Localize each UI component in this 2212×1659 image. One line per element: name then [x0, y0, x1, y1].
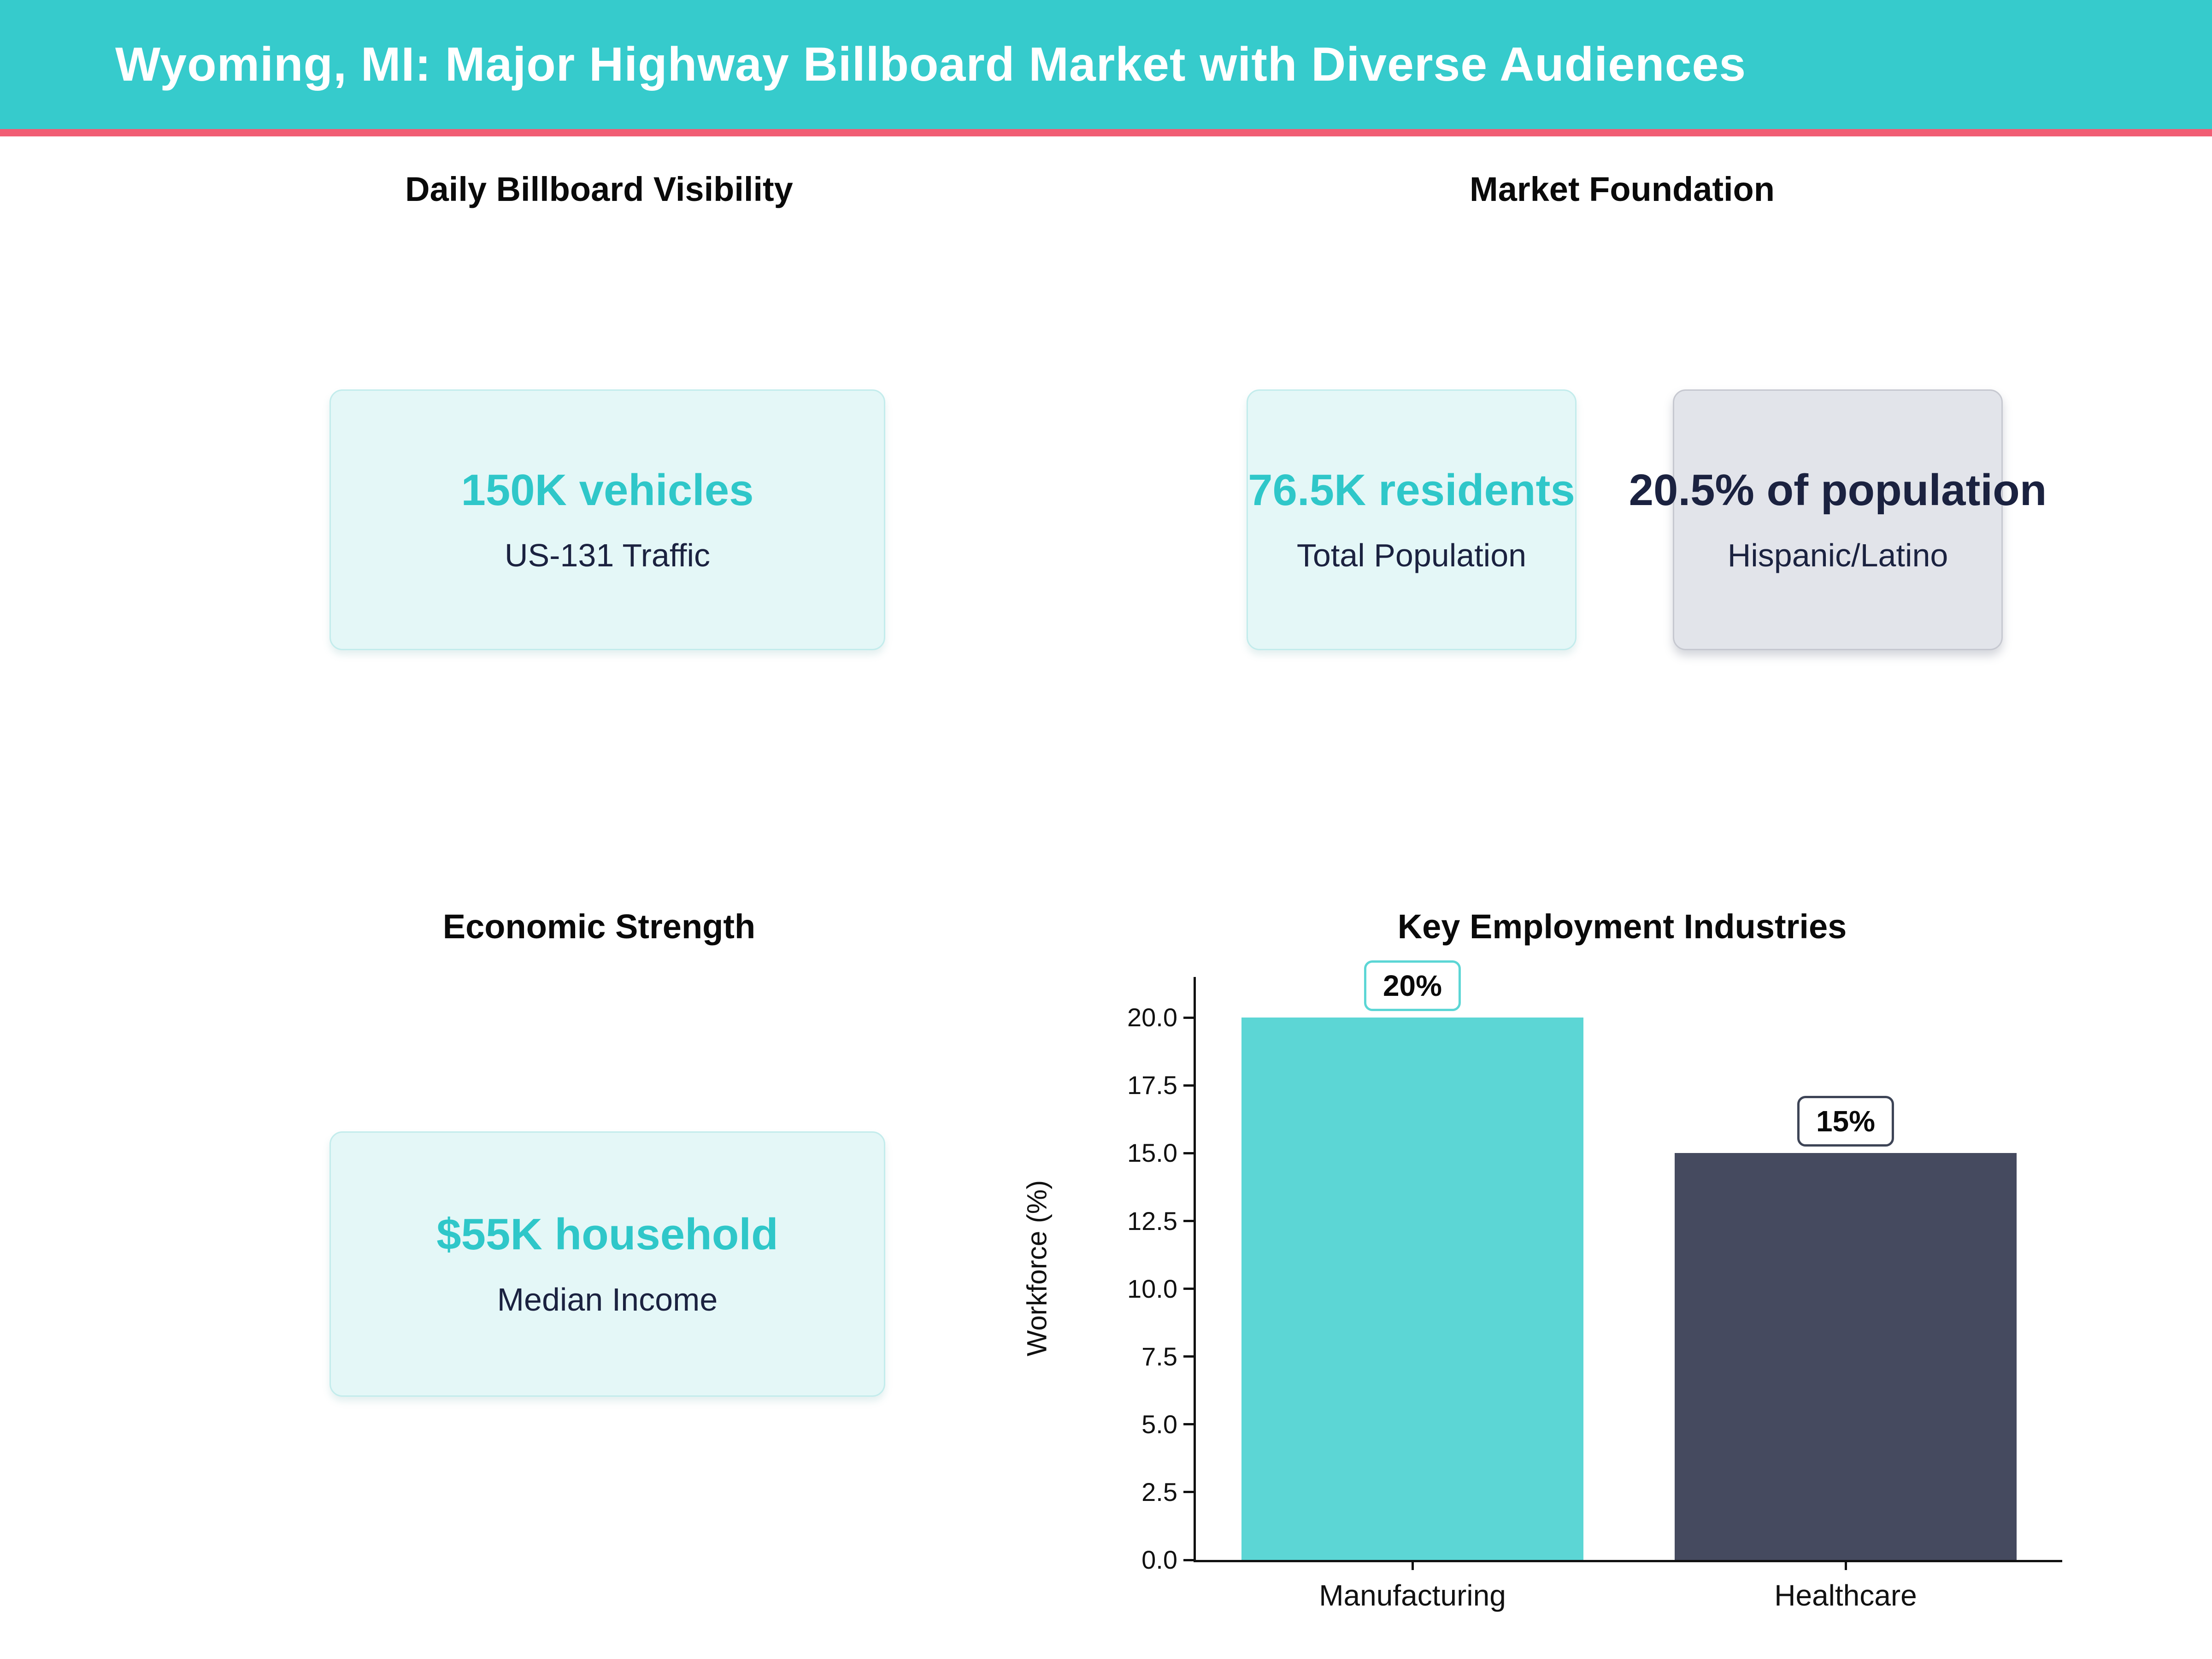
page-title: Wyoming, MI: Major Highway Billboard Mar…	[115, 37, 1747, 91]
x-axis-label-healthcare: Healthcare	[1774, 1579, 1917, 1612]
y-axis-tick-label: 17.5	[1127, 1071, 1177, 1100]
y-axis-tick-mark	[1183, 1288, 1194, 1290]
y-axis-tick-mark	[1183, 1491, 1194, 1494]
y-axis-tick-label: 15.0	[1127, 1138, 1177, 1168]
y-axis-tick-mark	[1183, 1559, 1194, 1561]
y-axis-tick-label: 2.5	[1141, 1477, 1177, 1506]
stat-label-median-income: Median Income	[497, 1282, 718, 1318]
y-axis-tick-label: 0.0	[1141, 1545, 1177, 1574]
y-axis-tick-label: 12.5	[1127, 1206, 1177, 1235]
stat-card-total-population: 76.5K residents Total Population	[1247, 389, 1577, 650]
bar-healthcare	[1674, 1153, 2017, 1560]
y-axis-tick-mark	[1183, 1084, 1194, 1087]
y-axis-tick-mark	[1183, 1152, 1194, 1154]
bar-manufacturing	[1241, 1018, 1584, 1560]
header-banner: Wyoming, MI: Major Highway Billboard Mar…	[0, 0, 2212, 129]
section-title-key-employment-industries: Key Employment Industries	[1397, 907, 1847, 946]
y-axis-tick-label: 5.0	[1141, 1409, 1177, 1439]
stat-card-median-income: $55K household Median Income	[329, 1131, 885, 1397]
bar-chart-y-axis-label: Workforce (%)	[1021, 1180, 1053, 1357]
bar-chart-plot: 0.0 2.5 5.0 7.5 10.0 12.5 15.0 17.5 20.0 Manufact…	[1127, 960, 2062, 1612]
y-axis-tick-label: 10.0	[1127, 1274, 1177, 1303]
section-title-market-foundation: Market Foundation	[1470, 170, 1775, 208]
stat-value-vehicles: 150K vehicles	[461, 465, 754, 515]
stat-value-household-income: $55K household	[436, 1210, 778, 1259]
y-axis-tick-label: 7.5	[1141, 1341, 1177, 1371]
y-axis-tick-mark	[1183, 1220, 1194, 1223]
stat-label-us131-traffic: US-131 Traffic	[504, 537, 711, 573]
stat-card-hispanic-latino: 20.5% of population Hispanic/Latino	[1629, 389, 2047, 650]
bar-value-label-healthcare: 15%	[1797, 1096, 1894, 1147]
stat-label-total-population: Total Population	[1296, 537, 1527, 573]
section-title-economic-strength: Economic Strength	[442, 907, 756, 946]
header-accent-bar	[0, 129, 2212, 136]
section-title-daily-billboard-visibility: Daily Billboard Visibility	[405, 170, 793, 208]
stat-label-hispanic-latino: Hispanic/Latino	[1727, 537, 1948, 573]
x-axis-label-manufacturing: Manufacturing	[1319, 1579, 1506, 1612]
x-axis-tick-mark	[1411, 1560, 1414, 1570]
bar-value-label-manufacturing: 20%	[1364, 960, 1461, 1012]
x-axis-tick-mark	[1844, 1560, 1847, 1570]
stat-value-hispanic-share: 20.5% of population	[1629, 465, 2047, 515]
y-axis-tick-mark	[1183, 1016, 1194, 1019]
stat-card-us131-traffic: 150K vehicles US-131 Traffic	[329, 389, 885, 650]
y-axis-tick-mark	[1183, 1355, 1194, 1358]
y-axis-tick-label: 20.0	[1127, 1003, 1177, 1032]
stat-value-residents: 76.5K residents	[1248, 465, 1575, 515]
y-axis-tick-mark	[1183, 1423, 1194, 1426]
